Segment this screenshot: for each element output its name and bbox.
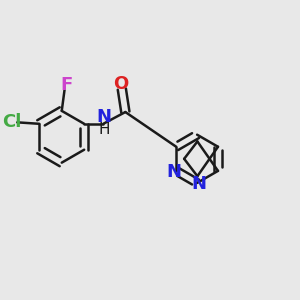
- Text: N: N: [166, 164, 181, 181]
- Text: N: N: [191, 176, 206, 194]
- Text: N: N: [96, 108, 111, 126]
- Text: Cl: Cl: [2, 113, 22, 131]
- Text: H: H: [98, 122, 110, 136]
- Text: F: F: [60, 76, 72, 94]
- Text: O: O: [114, 75, 129, 93]
